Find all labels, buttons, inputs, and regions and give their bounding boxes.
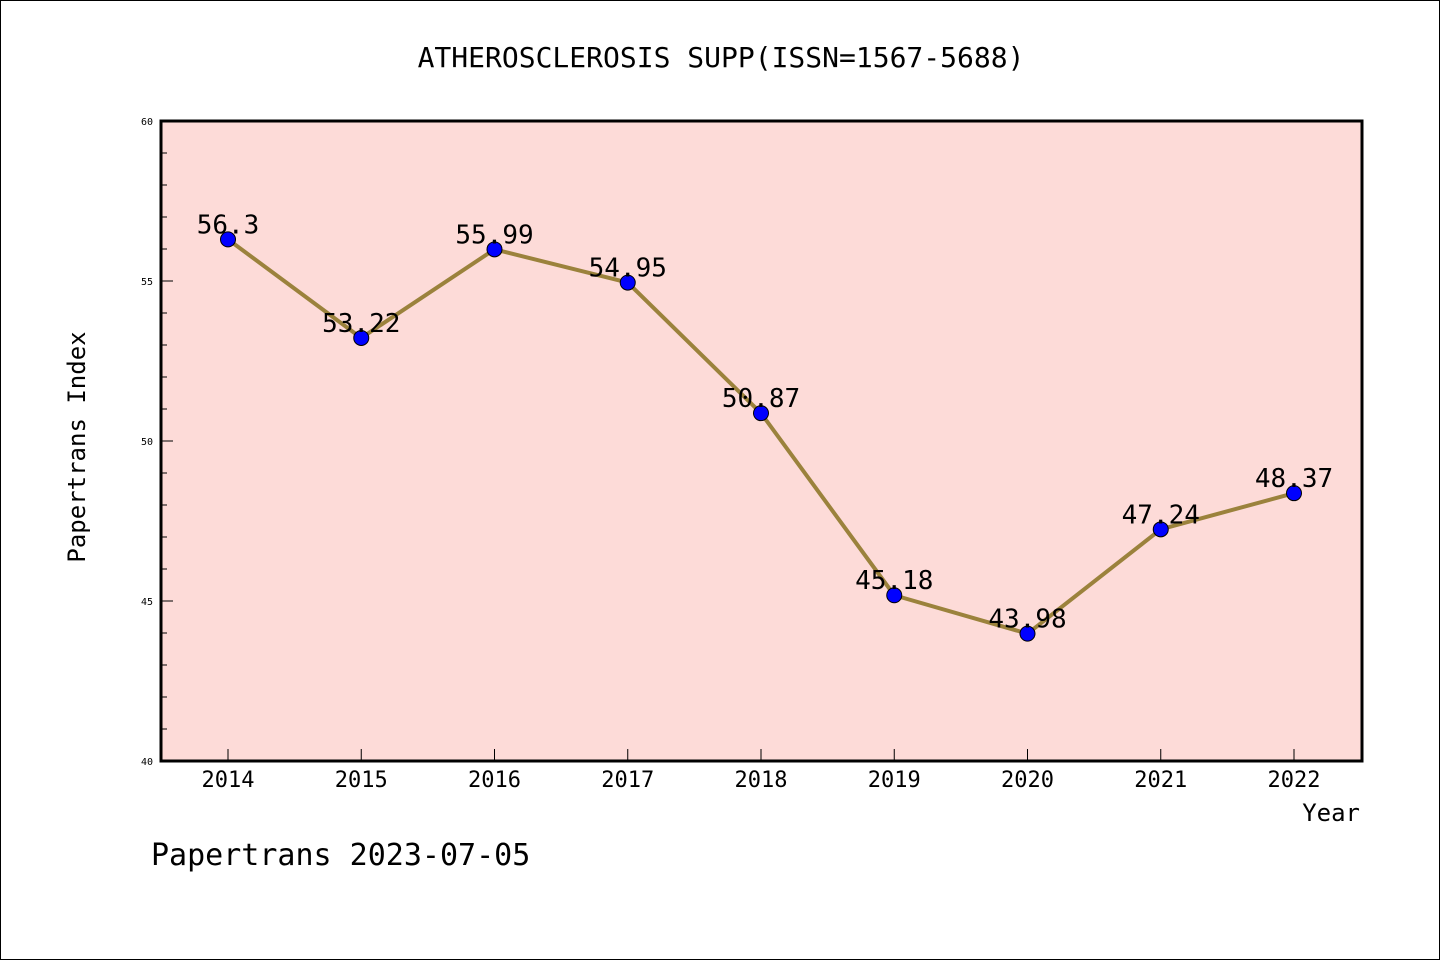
- data-point: [353, 329, 370, 346]
- x-axis-title: Year: [1302, 799, 1360, 827]
- data-label: 54.95: [589, 254, 667, 284]
- y-axis-title: Papertrans Index: [63, 331, 91, 562]
- data-points: [220, 231, 1302, 642]
- y-tick-label: 40: [141, 757, 153, 768]
- x-tick-label: 2014: [202, 768, 255, 793]
- plot-border: [159, 119, 1364, 763]
- data-label: 50.87: [722, 384, 800, 414]
- data-point: [1286, 485, 1302, 502]
- data-label: 43.98: [988, 605, 1066, 635]
- data-point: [886, 587, 903, 604]
- x-tick-label: 2016: [468, 768, 521, 793]
- x-tick-label: 2018: [735, 768, 788, 793]
- x-tick-label: 2021: [1134, 768, 1187, 793]
- data-point: [220, 231, 236, 248]
- y-tick-label: 45: [141, 597, 153, 608]
- plot-area: [161, 121, 1362, 761]
- x-tick-label: 2019: [868, 768, 921, 793]
- data-label: 45.18: [855, 566, 933, 596]
- data-label: 48.37: [1255, 464, 1333, 494]
- x-tick-label: 2015: [335, 768, 388, 793]
- y-tick-label: 50: [141, 437, 153, 448]
- data-label: 47.24: [1122, 500, 1200, 530]
- data-labels: 56.3 53.22 55.99 54.95 50.87 45.18 43.98 47.24 4…: [197, 210, 1333, 634]
- data-point: [1152, 521, 1169, 538]
- x-axis-ticks: 2014 2015 2016 2017 2018 2019 2020 2021 2022: [202, 749, 1321, 793]
- data-point: [753, 405, 769, 422]
- x-tick-label: 2017: [601, 768, 654, 793]
- data-point: [619, 274, 636, 291]
- chart-title: ATHEROSCLEROSIS SUPP(ISSN=1567-5688): [418, 41, 1025, 74]
- data-label: 55.99: [455, 220, 533, 250]
- data-label: 56.3: [197, 210, 260, 240]
- data-label: 53.22: [322, 309, 400, 339]
- y-tick-label: 55: [141, 277, 153, 288]
- footer-stamp: Papertrans 2023-07-05: [151, 838, 530, 873]
- data-point: [486, 241, 503, 258]
- data-point: [1019, 625, 1036, 642]
- x-tick-label: 2022: [1268, 768, 1321, 793]
- x-tick-label: 2020: [1001, 768, 1054, 793]
- y-tick-label: 60: [141, 117, 153, 128]
